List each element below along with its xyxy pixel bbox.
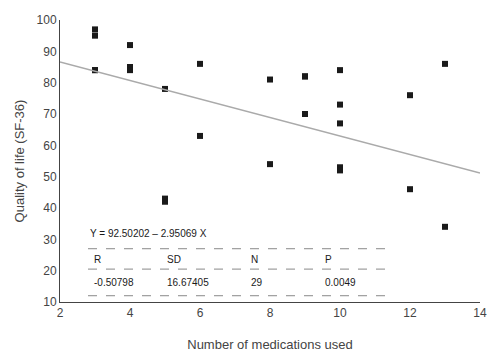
- svg-text:2: 2: [57, 306, 64, 320]
- svg-text:0.0049: 0.0049: [325, 277, 356, 288]
- svg-text:SD: SD: [167, 254, 181, 265]
- svg-text:12: 12: [403, 306, 417, 320]
- svg-text:60: 60: [43, 139, 57, 153]
- svg-text:30: 30: [43, 233, 57, 247]
- svg-text:20: 20: [43, 264, 57, 278]
- svg-text:80: 80: [43, 76, 57, 90]
- svg-text:10: 10: [43, 295, 57, 309]
- svg-text:90: 90: [43, 45, 57, 59]
- svg-text:R: R: [94, 254, 101, 265]
- svg-text:10: 10: [333, 306, 347, 320]
- svg-text:50: 50: [43, 170, 57, 184]
- svg-text:16.67405: 16.67405: [167, 277, 209, 288]
- svg-text:Quality of life (SF-36): Quality of life (SF-36): [12, 100, 27, 223]
- svg-text:100: 100: [37, 13, 57, 27]
- svg-text:Number of medications used: Number of medications used: [187, 337, 352, 352]
- svg-text:29: 29: [251, 277, 263, 288]
- svg-text:P: P: [325, 254, 332, 265]
- svg-text:40: 40: [43, 201, 57, 215]
- svg-text:Y = 92.50202 – 2.95069 X: Y = 92.50202 – 2.95069 X: [90, 228, 207, 239]
- svg-text:N: N: [251, 254, 258, 265]
- svg-text:70: 70: [43, 107, 57, 121]
- svg-text:6: 6: [197, 306, 204, 320]
- svg-text:4: 4: [127, 306, 134, 320]
- svg-text:14: 14: [473, 306, 487, 320]
- svg-text:-0.50798: -0.50798: [94, 277, 134, 288]
- svg-text:8: 8: [267, 306, 274, 320]
